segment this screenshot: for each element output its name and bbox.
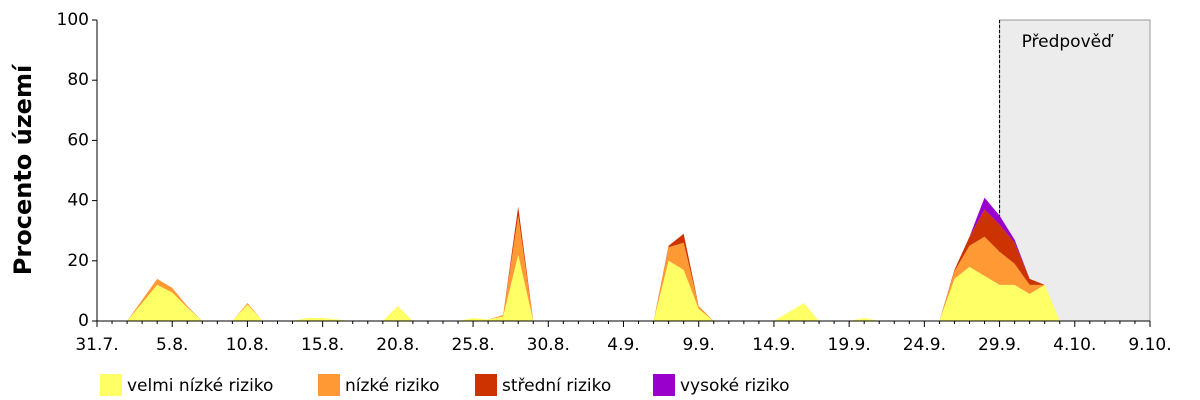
y-tick-label: 60 bbox=[67, 130, 89, 150]
legend-swatch bbox=[318, 374, 340, 396]
x-tick-label: 15.8. bbox=[301, 335, 344, 355]
y-tick-label: 0 bbox=[78, 311, 89, 331]
legend-label: střední riziko bbox=[502, 376, 611, 396]
x-tick-label: 20.8. bbox=[376, 335, 419, 355]
x-tick-label: 30.8. bbox=[527, 335, 570, 355]
legend-swatch bbox=[100, 374, 122, 396]
legend-label: nízké riziko bbox=[345, 376, 440, 396]
forecast-label: Předpověď bbox=[1022, 32, 1115, 52]
x-tick-label: 5.8. bbox=[156, 335, 188, 355]
y-tick-label: 20 bbox=[67, 251, 89, 271]
x-tick-label: 25.8. bbox=[451, 335, 494, 355]
legend-label: velmi nízké riziko bbox=[127, 376, 273, 396]
y-tick-label: 80 bbox=[67, 70, 89, 90]
x-tick-label: 9.10. bbox=[1128, 335, 1171, 355]
x-tick-label: 31.7. bbox=[75, 335, 118, 355]
area bbox=[97, 254, 1150, 321]
x-tick-label: 10.8. bbox=[226, 335, 269, 355]
x-tick-label: 24.9. bbox=[903, 335, 946, 355]
x-tick-label: 4.10. bbox=[1053, 335, 1096, 355]
y-axis-title: Procento území bbox=[9, 63, 37, 275]
x-tick-label: 4.9. bbox=[607, 335, 639, 355]
legend-label: vysoké riziko bbox=[680, 376, 789, 396]
legend-swatch bbox=[653, 374, 675, 396]
y-tick-label: 40 bbox=[67, 191, 89, 211]
x-tick-label: 19.9. bbox=[828, 335, 871, 355]
x-tick-label: 9.9. bbox=[682, 335, 714, 355]
x-tick-label: 29.9. bbox=[978, 335, 1021, 355]
legend-swatch bbox=[475, 374, 497, 396]
y-tick-label: 100 bbox=[57, 10, 89, 30]
x-tick-label: 14.9. bbox=[752, 335, 795, 355]
